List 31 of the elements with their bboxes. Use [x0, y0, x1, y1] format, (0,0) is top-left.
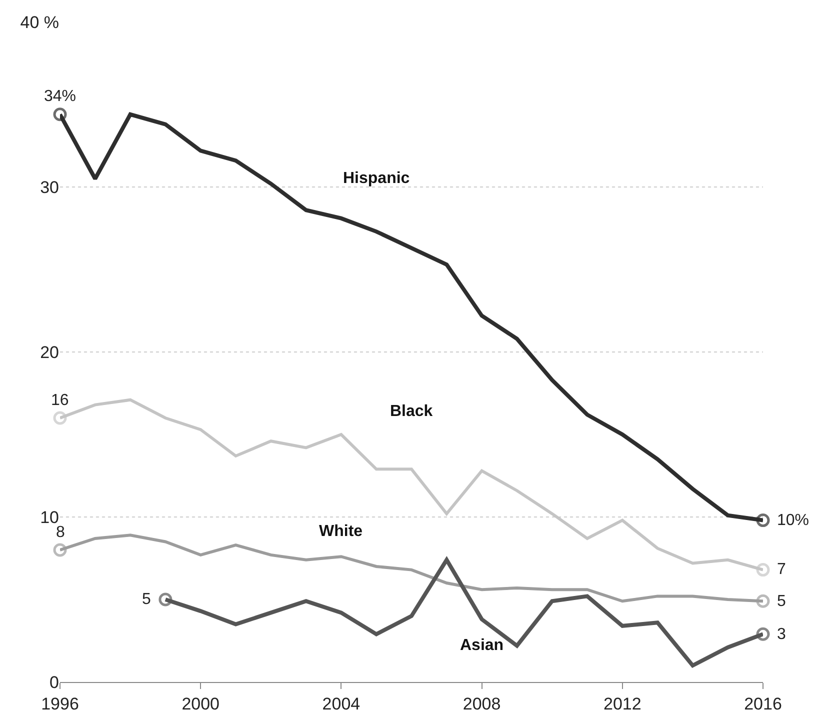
series-label: Hispanic [343, 170, 410, 187]
data-label: 10% [777, 512, 810, 529]
point [756, 563, 770, 577]
point [756, 514, 770, 528]
x-tick-label: 2004 [322, 694, 360, 714]
x-tick-label: 2016 [744, 694, 782, 714]
data-label: 5 [142, 591, 151, 608]
point [756, 594, 770, 608]
x-tick-label: 2008 [462, 694, 501, 714]
data-label: 7 [777, 561, 786, 578]
point [158, 592, 172, 606]
y-tick-label: 10 [40, 508, 59, 527]
y-tick-label: 30 [40, 178, 59, 197]
point [53, 108, 67, 122]
data-label: 5 [777, 593, 786, 610]
point [53, 543, 67, 557]
data-label: 34% [44, 88, 76, 105]
y-tick-label: 20 [40, 342, 59, 362]
y-tick-label: 40 % [20, 12, 59, 32]
point [756, 627, 770, 641]
text: Black [390, 403, 433, 420]
x-tick-label: 1996 [41, 694, 79, 714]
data-label: 3 [777, 626, 786, 643]
point [53, 411, 67, 425]
data-label: 8 [56, 524, 65, 541]
data-label: 16 [51, 392, 69, 409]
series-label: White [319, 523, 363, 540]
y-tick-label: 0 [50, 672, 59, 692]
x-tick-label: 2012 [603, 694, 642, 714]
x-tick-label: 2000 [182, 694, 220, 714]
series-label: Asian [460, 637, 504, 654]
